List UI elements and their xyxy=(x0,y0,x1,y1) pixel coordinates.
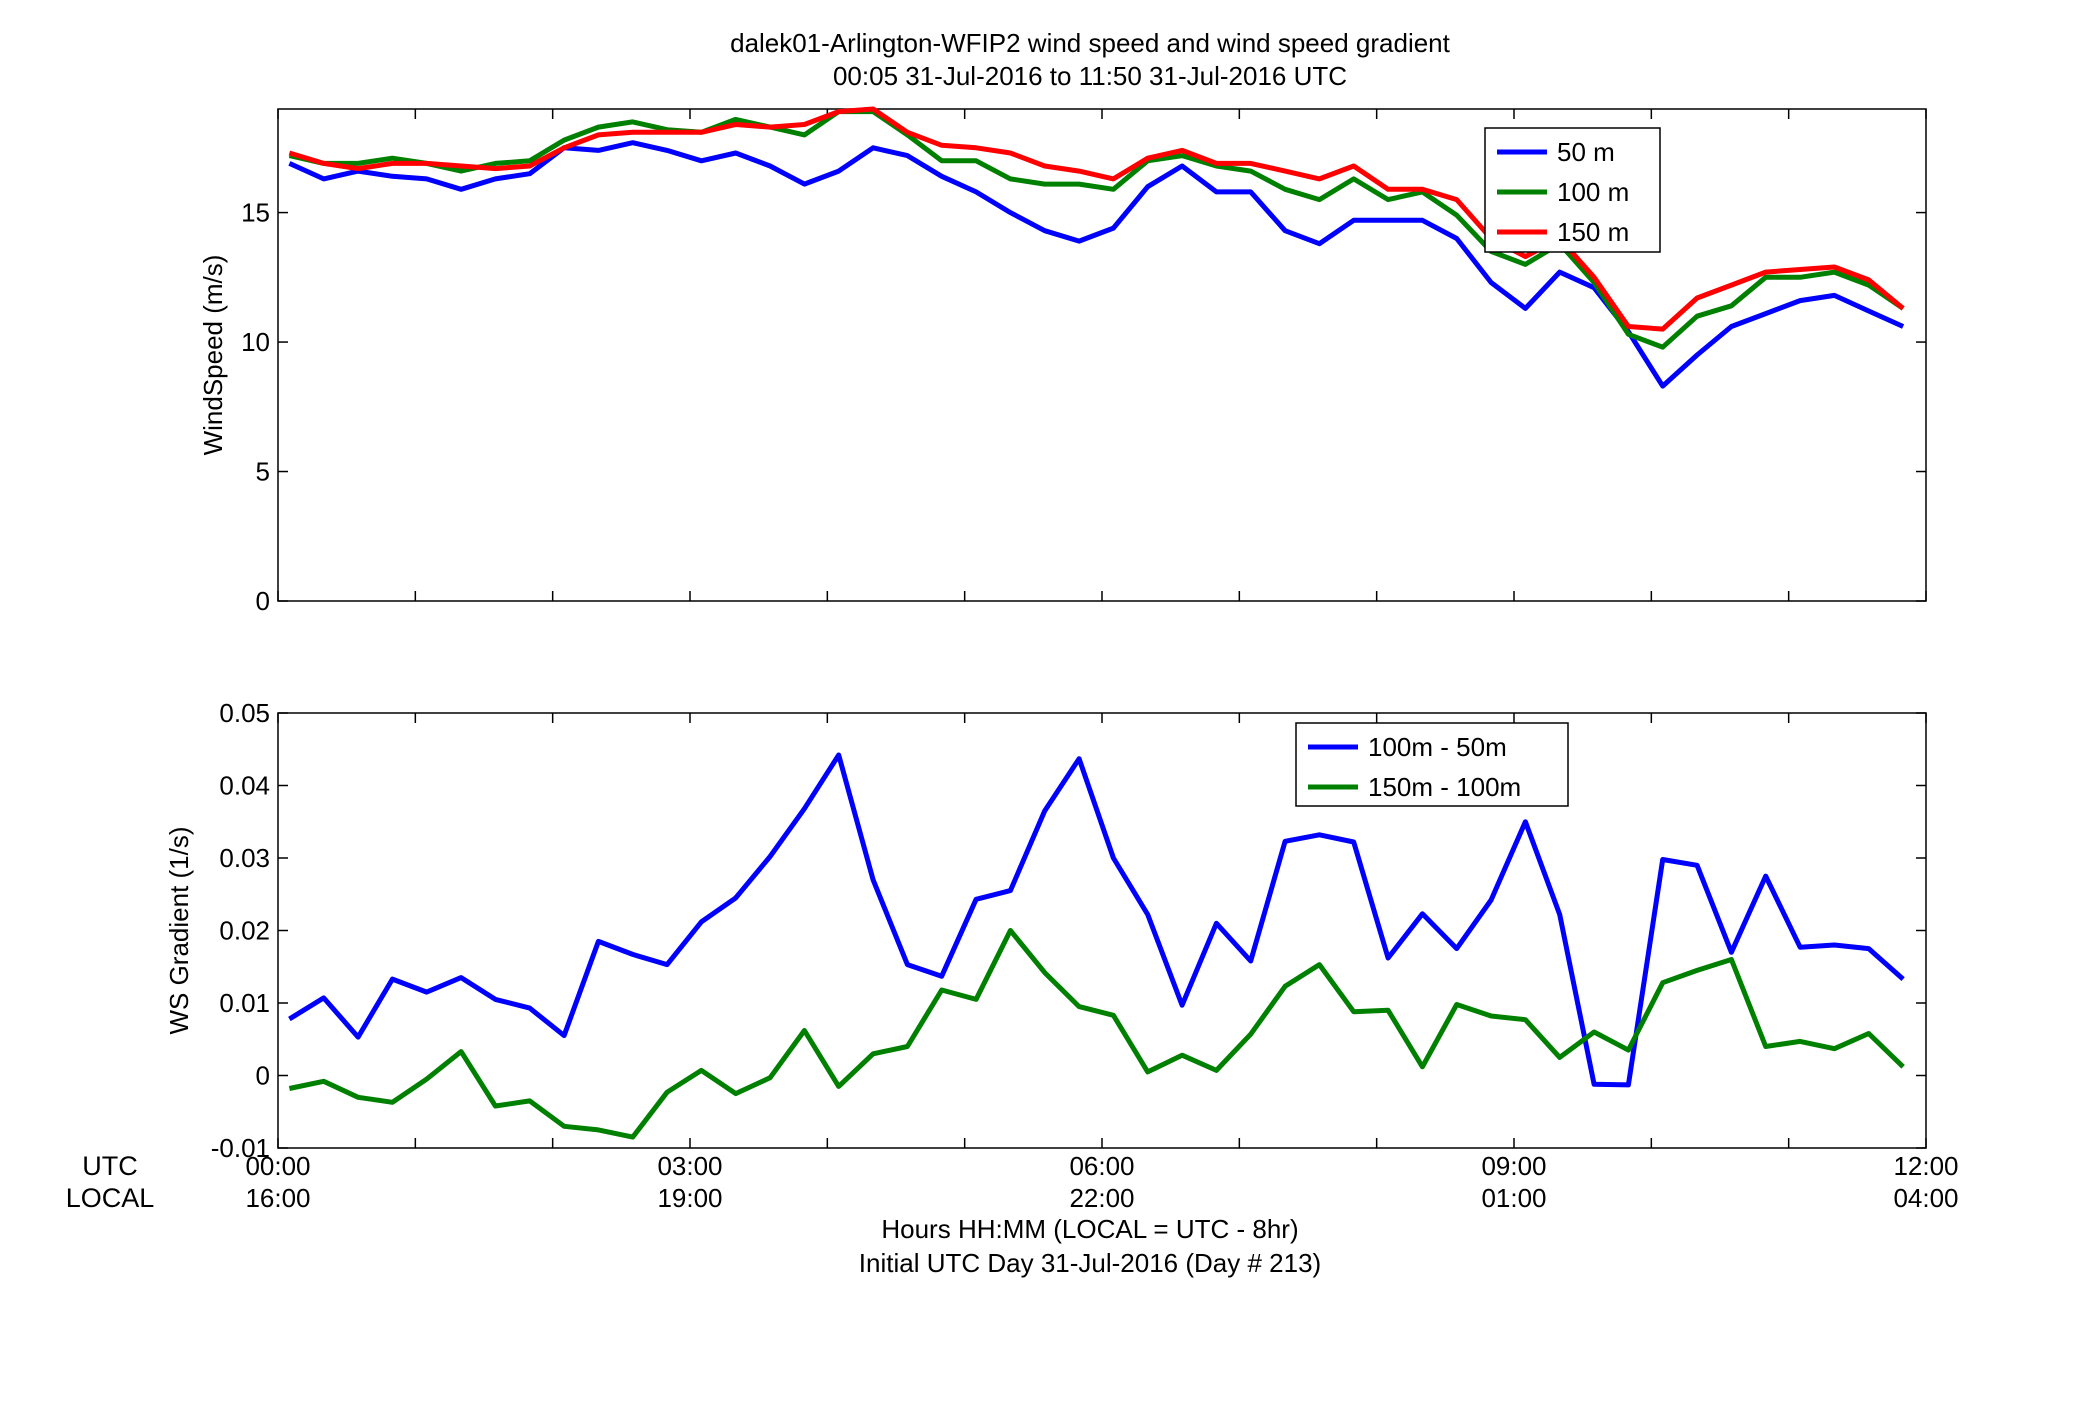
x-tick-label-local: 22:00 xyxy=(1069,1183,1134,1213)
legend-label: 150 m xyxy=(1557,217,1629,247)
y-tick-label: 15 xyxy=(241,198,270,228)
y-tick-label: 0 xyxy=(256,1061,270,1091)
axes-box xyxy=(277,712,1927,1149)
x-axis-subtitle: Initial UTC Day 31-Jul-2016 (Day # 213) xyxy=(859,1248,1321,1278)
series-line xyxy=(288,106,1905,332)
y-tick-label: 0 xyxy=(256,586,270,616)
wind-speed-plot: 0 5 10 15 WindSpeed (m/s) 50 m 100 m 150 m xyxy=(198,106,1927,616)
x-row-label-utc: UTC xyxy=(82,1151,138,1181)
x-tick-label-local: 16:00 xyxy=(245,1183,310,1213)
legend: 100m - 50m 150m - 100m xyxy=(1295,722,1569,807)
figure-title: dalek01-Arlington-WFIP2 wind speed and w… xyxy=(730,28,1451,58)
y-axis-label: WindSpeed (m/s) xyxy=(198,255,228,456)
legend-label: 150m - 100m xyxy=(1368,772,1521,802)
legend-label: 100 m xyxy=(1557,177,1629,207)
legend-label: 50 m xyxy=(1557,137,1615,167)
x-tick-label-local: 04:00 xyxy=(1893,1183,1958,1213)
x-tick-label-utc: 00:00 xyxy=(245,1151,310,1181)
x-tick-label-local: 19:00 xyxy=(657,1183,722,1213)
wind-gradient-plot: -0.01 0 0.01 0.02 0.03 0.04 0.05 WS Gradient (1… xyxy=(164,698,1927,1163)
y-tick-label: 0.01 xyxy=(219,988,270,1018)
series-line xyxy=(288,752,1905,1088)
y-axis-label: WS Gradient (1/s) xyxy=(164,826,194,1034)
x-axis-title: Hours HH:MM (LOCAL = UTC - 8hr) xyxy=(881,1214,1298,1244)
x-row-label-local: LOCAL xyxy=(66,1183,155,1213)
x-tick-label-utc: 09:00 xyxy=(1481,1151,1546,1181)
y-tick-label: 5 xyxy=(256,457,270,487)
legend-box xyxy=(1295,722,1569,807)
axes-box xyxy=(277,108,1927,602)
x-tick-label-utc: 03:00 xyxy=(657,1151,722,1181)
series-line xyxy=(288,928,1905,1140)
y-tick-label: 0.02 xyxy=(219,916,270,946)
y-tick-label: 0.05 xyxy=(219,698,270,728)
x-tick-label-local: 01:00 xyxy=(1481,1183,1546,1213)
legend: 50 m 100 m 150 m xyxy=(1484,127,1661,253)
legend-label: 100m - 50m xyxy=(1368,732,1507,762)
x-tick-label-utc: 12:00 xyxy=(1893,1151,1958,1181)
figure-subtitle: 00:05 31-Jul-2016 to 11:50 31-Jul-2016 U… xyxy=(833,61,1347,91)
y-tick-label: 0.03 xyxy=(219,843,270,873)
y-tick-label: -0.01 xyxy=(211,1133,270,1163)
x-tick-label-utc: 06:00 xyxy=(1069,1151,1134,1181)
y-tick-label: 10 xyxy=(241,327,270,357)
y-tick-label: 0.04 xyxy=(219,771,270,801)
series-line xyxy=(288,109,1905,350)
